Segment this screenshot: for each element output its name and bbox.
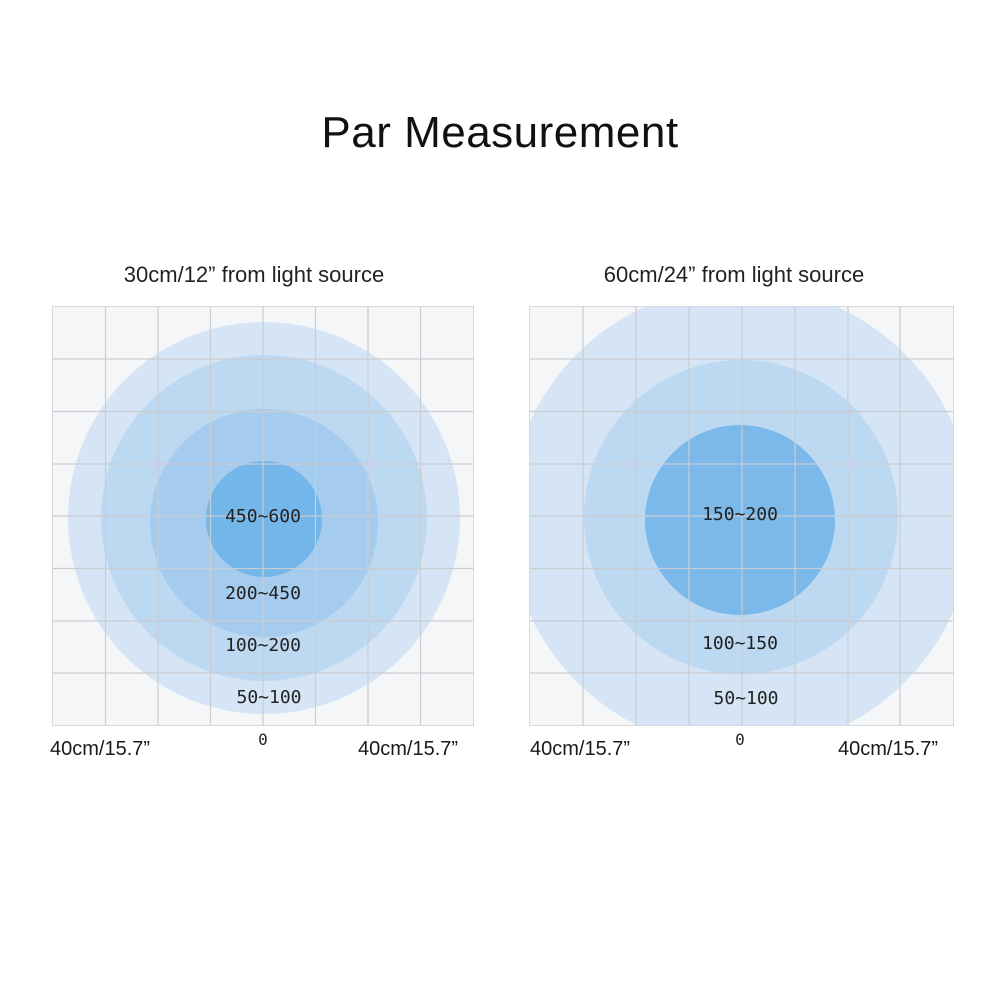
axis-left-label: 40cm/15.7” (530, 738, 631, 760)
ring-label-150-200: 150~200 (702, 504, 778, 525)
ring-200-450 (150, 409, 378, 637)
ring-150-200 (645, 425, 835, 615)
axis-center-label: 0 (258, 730, 268, 749)
par-diagram (530, 307, 953, 725)
ring-100-150 (584, 360, 898, 674)
ring-label-450-600: 450~600 (225, 506, 301, 527)
ring-label-200-450: 200~450 (225, 583, 301, 604)
par-diagram (53, 307, 473, 725)
grid-lines (530, 307, 953, 725)
ring-label-50-100: 50~100 (713, 688, 779, 709)
measurement-grid (52, 306, 474, 726)
ring-100-200 (101, 355, 427, 681)
ring-50-100 (68, 322, 460, 714)
axis-center-label: 0 (735, 730, 745, 749)
grid-lines (53, 307, 473, 725)
axis-right-label: 40cm/15.7” (838, 738, 939, 760)
axis-right-label: 40cm/15.7” (358, 738, 459, 760)
measurement-grid (529, 306, 954, 726)
ring-50-100 (530, 307, 953, 725)
ring-label-100-200: 100~200 (225, 635, 301, 656)
page-title: Par Measurement (321, 108, 679, 157)
ring-label-50-100: 50~100 (236, 687, 302, 708)
axis-left-label: 40cm/15.7” (50, 738, 151, 760)
panel-title: 60cm/24” from light source (603, 262, 865, 287)
panel-title: 30cm/12” from light source (123, 262, 385, 287)
ring-450-600 (206, 461, 322, 577)
ring-label-100-150: 100~150 (702, 633, 778, 654)
